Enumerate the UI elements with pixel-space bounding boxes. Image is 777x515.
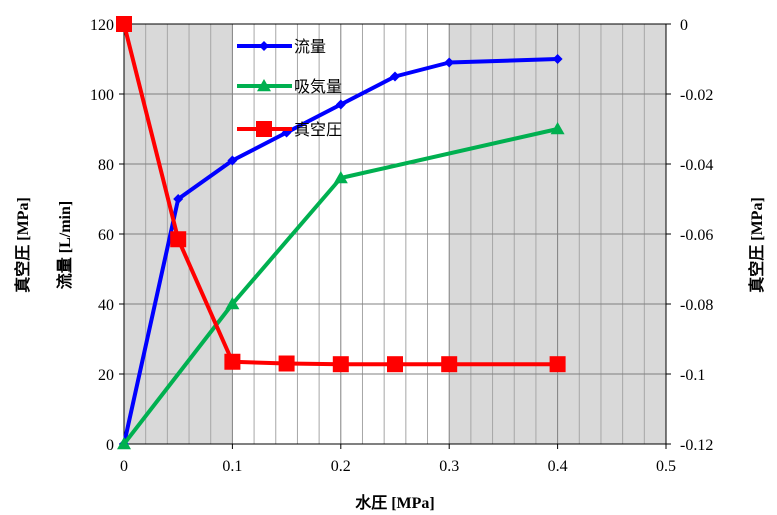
y-left-tick-label: 60 (98, 227, 114, 244)
x-tick-label: 0.5 (656, 458, 676, 475)
y-axis-label-left: 流量 [L/min] (55, 201, 74, 289)
data-point (332, 356, 349, 373)
data-point (173, 194, 184, 204)
y-right-tick-label: -0.06 (680, 227, 713, 244)
legend-label: 流量 (294, 37, 326, 56)
x-tick-label: 0.4 (548, 458, 568, 475)
data-point (225, 297, 240, 310)
data-point (117, 437, 131, 450)
y-right-tick-label: -0.02 (680, 87, 713, 104)
y-left-tick-label: 80 (98, 157, 114, 174)
y-right-tick-label: -0.08 (680, 297, 713, 314)
x-tick-label: 0.2 (331, 458, 351, 475)
data-point (387, 356, 403, 373)
legend-label: 吸気量 (294, 77, 342, 96)
data-point (278, 355, 295, 372)
data-point (333, 171, 348, 184)
x-tick-label: 0.3 (439, 458, 459, 475)
y-left-tick-label: 100 (90, 87, 114, 104)
y-left-tick-label: 0 (106, 437, 114, 454)
x-axis-label: 水圧 [MPa] (355, 493, 435, 512)
y-left-tick-label: 40 (98, 297, 114, 314)
y-right-tick-label: -0.1 (680, 367, 705, 384)
y-left-tick-label: 20 (98, 367, 114, 384)
y-right-tick-label: -0.04 (680, 157, 713, 174)
data-point (441, 356, 458, 373)
legend-marker (257, 79, 271, 92)
y-right-tick-label: 0 (680, 17, 688, 34)
series-line (122, 57, 558, 445)
x-tick-label: 0 (120, 458, 128, 475)
y-left-tick-label: 120 (90, 17, 114, 34)
tick-labels: 0 0.1 0.2 0.3 0.4 0.5 0 20 40 60 80 100 120 -0.12 -0.1… (90, 17, 713, 475)
series-line (122, 127, 559, 446)
y-axis-label-outer: 真空圧 [MPa] (13, 197, 32, 293)
data-point (549, 356, 566, 373)
legend-marker (256, 121, 272, 137)
data-point (227, 155, 238, 166)
data-point (170, 231, 187, 248)
gridlines (124, 24, 666, 444)
data-point (335, 99, 346, 110)
series-line (122, 23, 558, 367)
data-point (550, 122, 565, 135)
legend-marker (259, 41, 269, 51)
series-layer (116, 16, 566, 450)
data-point (116, 16, 132, 32)
y-axis-label-right: 真空圧 [MPa] (747, 197, 766, 293)
data-point (552, 54, 563, 64)
legend-label: 真空圧 (294, 120, 342, 139)
x-tick-label: 0.1 (222, 458, 242, 475)
y-right-tick-label: -0.12 (680, 437, 713, 454)
data-point (224, 353, 241, 370)
data-point (444, 57, 455, 68)
data-point (390, 71, 400, 82)
